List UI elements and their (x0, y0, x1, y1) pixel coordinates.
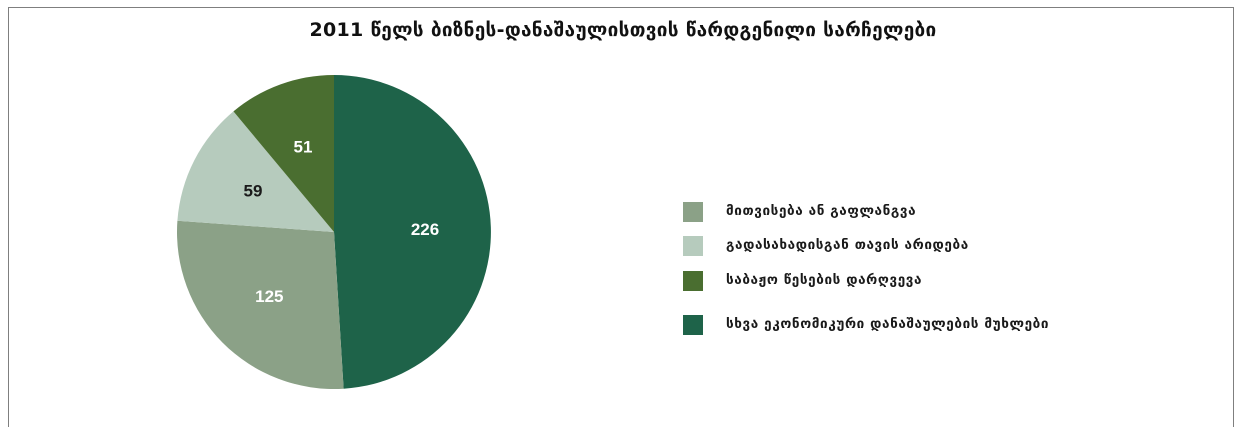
pie-slice (233, 75, 334, 232)
legend-label: მითვისება ან გაფლანგვა (726, 203, 917, 219)
slice-value-label: 226 (411, 220, 439, 239)
pie-slice (177, 111, 334, 232)
slice-value-label: 125 (255, 287, 283, 306)
slice-value-label: 59 (244, 182, 263, 201)
legend-label: გადასახადისგან თავის არიდება (726, 237, 969, 253)
legend-label: საბაჟო წესების დარღვევა (726, 272, 923, 288)
pie-slice (334, 75, 491, 389)
pie-chart: 226 125 59 51 (176, 75, 491, 389)
legend-swatch (683, 271, 703, 291)
legend-swatch (683, 236, 703, 256)
pie-slice (176, 220, 344, 389)
slice-value-label: 51 (294, 137, 313, 156)
legend-swatch (683, 202, 703, 222)
chart-title: 2011 წელს ბიზნეს-დანაშაულისთვის წარდგენი… (309, 19, 937, 41)
legend-label: სხვა ეკონომიკური დანაშაულების მუხლები (726, 316, 1050, 332)
legend-swatch (683, 315, 703, 335)
